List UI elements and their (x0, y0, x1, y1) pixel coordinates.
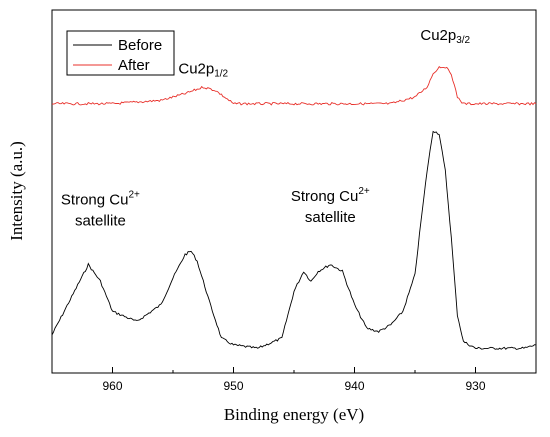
series-line-before (51, 130, 537, 350)
peak-annotation: Cu2p1/2 (178, 61, 228, 80)
peak-annotation-line2: satellite (75, 212, 126, 229)
x-tick-label: 960 (102, 379, 122, 393)
y-axis-label: Intensity (a.u.) (7, 141, 26, 241)
x-tick-label: 950 (223, 379, 243, 393)
legend: Before After (66, 30, 175, 76)
peak-annotation: Strong Cu2+ (61, 189, 140, 208)
legend-box (66, 30, 175, 76)
series-line-after (51, 66, 537, 106)
series-layer (51, 66, 537, 350)
x-tick-label: 930 (465, 379, 485, 393)
legend-label-after: After (118, 57, 150, 74)
peak-annotation: Cu2p3/2 (420, 27, 470, 46)
x-tick-label: 940 (344, 379, 364, 393)
peak-annotation-line2: satellite (305, 209, 356, 226)
x-tick-layer: 960 950 940 930 (51, 367, 537, 393)
peak-annotation: Strong Cu2+ (291, 186, 370, 205)
legend-label-before: Before (118, 37, 162, 54)
annotation-layer: Cu2p1/2 Cu2p3/2 Strong Cu2+ satellite Strong… (61, 27, 471, 229)
x-axis-label: Binding energy (eV) (224, 405, 364, 424)
